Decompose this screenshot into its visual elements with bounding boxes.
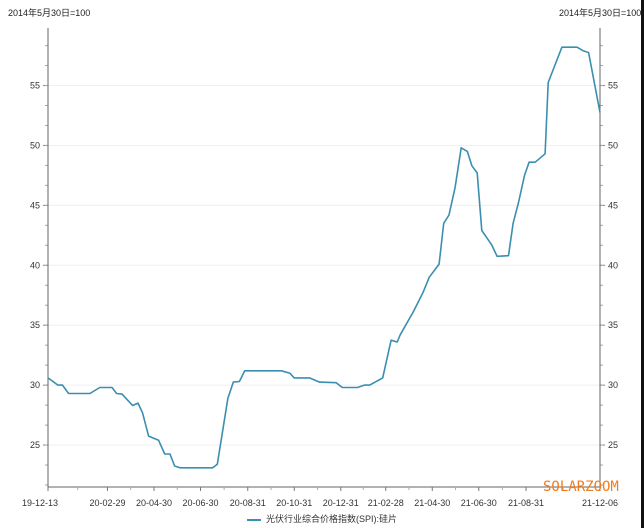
legend-label: 光伏行业综合价格指数(SPI):硅片 xyxy=(265,514,397,524)
y-tick-label: 55 xyxy=(30,81,40,91)
y-tick-label-right: 30 xyxy=(608,380,618,390)
x-tick-label: 20-06-30 xyxy=(182,498,218,508)
y-tick-label: 35 xyxy=(30,320,40,330)
y-tick-label-right: 50 xyxy=(608,140,618,150)
x-tick-label: 20-12-31 xyxy=(323,498,359,508)
y-tick-label: 50 xyxy=(30,140,40,150)
x-tick-label: 21-12-06 xyxy=(582,498,618,508)
legend-swatch xyxy=(246,518,261,521)
y-tick-label-right: 55 xyxy=(608,81,618,91)
frame-edge xyxy=(641,0,644,528)
y-tick-label: 40 xyxy=(30,260,40,270)
y-tick-label-right: 25 xyxy=(608,440,618,450)
y-tick-label-right: 45 xyxy=(608,200,618,210)
y-tick-label: 30 xyxy=(30,380,40,390)
x-tick-label: 21-06-30 xyxy=(461,498,497,508)
x-tick-label: 20-04-30 xyxy=(136,498,172,508)
legend: 光伏行业综合价格指数(SPI):硅片 xyxy=(0,512,644,525)
solarzoom-watermark: SOLARZOOM xyxy=(543,479,619,495)
x-tick-label: 21-08-31 xyxy=(508,498,544,508)
x-tick-label: 21-04-30 xyxy=(414,498,450,508)
series-line xyxy=(47,46,601,469)
y-tick-label: 45 xyxy=(30,200,40,210)
x-tick-label: 20-02-29 xyxy=(89,498,125,508)
x-tick-label: 20-08-31 xyxy=(230,498,266,508)
x-tick-label: 19-12-13 xyxy=(22,498,58,508)
y-tick-label-right: 40 xyxy=(608,260,618,270)
y-tick-label-right: 35 xyxy=(608,320,618,330)
y-tick-label: 25 xyxy=(30,440,40,450)
x-tick-label: 21-02-28 xyxy=(368,498,404,508)
unit-label-right: 2014年5月30日=100 xyxy=(559,8,642,18)
x-tick-label: 20-10-31 xyxy=(276,498,312,508)
unit-label-left: 2014年5月30日=100 xyxy=(8,8,91,18)
